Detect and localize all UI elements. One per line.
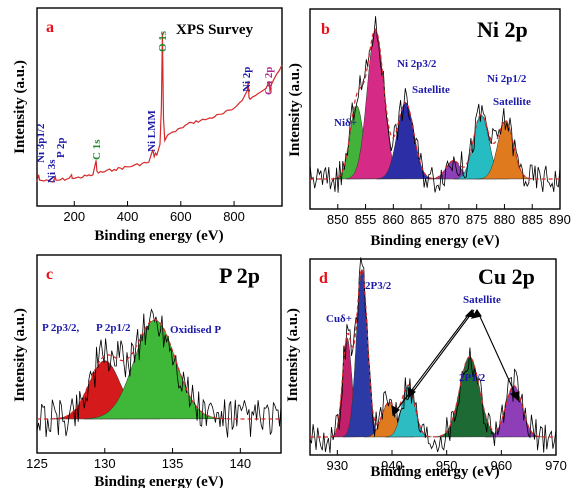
arrow-to-939 bbox=[392, 309, 473, 416]
arrow-to-962 bbox=[476, 309, 519, 401]
panel-b-letter: b bbox=[321, 21, 330, 38]
xtick-label: 880 bbox=[494, 212, 516, 227]
xtick-label: 970 bbox=[545, 458, 567, 473]
arrowhead-satellite-2 bbox=[470, 308, 482, 319]
xtick-label: 940 bbox=[381, 458, 403, 473]
panel-c-raw-line bbox=[36, 308, 282, 438]
arrowhead-939 bbox=[391, 404, 400, 417]
xtick-label: 875 bbox=[466, 212, 488, 227]
ann-2p12: 2P1/2 bbox=[459, 372, 486, 384]
ann-cu2p: Cu 2p bbox=[263, 67, 275, 95]
panel-d-peaks bbox=[330, 268, 543, 438]
ann-p2p: P 2p bbox=[55, 138, 67, 158]
panel-d-xlabel: Binding energy (eV) bbox=[370, 464, 499, 480]
ann-nilmm: Ni LMM bbox=[146, 110, 158, 152]
panel-c-ylabel: Intensity (a.u.) bbox=[12, 308, 28, 402]
arrowhead-943 bbox=[407, 386, 416, 399]
ann-ni3p: Ni 3p1/2 bbox=[35, 123, 47, 163]
panel-a-xticks: 200 400 600 800 bbox=[63, 201, 245, 224]
panel-b-title: Ni 2p bbox=[477, 17, 528, 42]
xtick-label: 800 bbox=[223, 209, 245, 224]
ann-oxidised-p: Oxidised P bbox=[170, 324, 221, 336]
xtick-label: 865 bbox=[410, 212, 432, 227]
xtick-label: 890 bbox=[549, 212, 571, 227]
panel-b-xlabel: Binding energy (eV) bbox=[370, 233, 499, 249]
panel-c-letter: c bbox=[46, 266, 53, 283]
xtick-label: 135 bbox=[162, 456, 184, 471]
panel-c: 125 130 135 140 c P 2p Binding energy (eV) … bbox=[12, 254, 282, 488]
xtick-label: 130 bbox=[94, 456, 116, 471]
xtick-label: 960 bbox=[490, 458, 512, 473]
panel-c-xlabel: Binding energy (eV) bbox=[94, 474, 223, 488]
panel-b-envelope-line bbox=[310, 28, 560, 180]
panel-a-letter: a bbox=[46, 19, 54, 36]
panel-c-frame bbox=[36, 254, 282, 454]
xtick-label: 200 bbox=[63, 209, 85, 224]
panel-a-xlabel: Binding energy (eV) bbox=[94, 228, 223, 244]
ann-ni3s: Ni 3s bbox=[46, 159, 58, 183]
panel-a-ylabel: Intensity (a.u.) bbox=[12, 60, 28, 154]
ann-o1s: O 1s bbox=[157, 30, 169, 52]
panel-a-survey-line bbox=[36, 32, 283, 183]
panel-b-raw-line bbox=[309, 16, 561, 193]
panel-d-letter: d bbox=[319, 270, 328, 287]
ann-satellite-b1: Satellite bbox=[412, 84, 450, 96]
panel-a-annotations: Ni 3p1/2 Ni 3s P 2p C 1s Ni LMM O 1s Ni … bbox=[35, 30, 275, 183]
panel-d-title: Cu 2p bbox=[478, 264, 535, 289]
arrowhead-satellite-1 bbox=[464, 309, 476, 318]
panel-c-xticks: 125 130 135 140 bbox=[26, 448, 251, 471]
panel-d: 930 940 950 960 970 d Cu 2p Binding energy (… bbox=[285, 257, 567, 480]
panel-b-frame bbox=[309, 8, 561, 210]
xtick-label: 885 bbox=[521, 212, 543, 227]
ann-ni2p12: Ni 2p1/2 bbox=[487, 73, 527, 85]
xtick-label: 950 bbox=[436, 458, 458, 473]
panel-d-arrows bbox=[391, 308, 520, 417]
panel-b-ylabel: Intensity (a.u.) bbox=[287, 63, 303, 157]
ann-p2p12: P 2p1/2 bbox=[96, 322, 131, 334]
ann-nidelta: Niδ+ bbox=[334, 117, 357, 129]
panel-b-xticks: 850 855 860 865 870 875 880 885 890 bbox=[327, 204, 571, 227]
panel-d-raw-line bbox=[309, 257, 557, 454]
fit-peak bbox=[434, 356, 505, 438]
panel-d-frame bbox=[309, 258, 557, 456]
xtick-label: 855 bbox=[355, 212, 377, 227]
xtick-label: 870 bbox=[438, 212, 460, 227]
xtick-label: 860 bbox=[382, 212, 404, 227]
arrow-to-943 bbox=[408, 309, 475, 398]
panel-d-xticks: 930 940 950 960 970 bbox=[326, 450, 567, 473]
panel-a: 200 400 600 800 a XPS Survey Binding energy… bbox=[12, 7, 283, 244]
panel-a-title: XPS Survey bbox=[176, 22, 254, 38]
ann-c1s: C 1s bbox=[91, 139, 103, 160]
panel-b: 850 855 860 865 870 875 880 885 890 b Ni 2p Bind… bbox=[287, 8, 571, 249]
xtick-label: 125 bbox=[26, 456, 48, 471]
xtick-label: 600 bbox=[170, 209, 192, 224]
xtick-label: 400 bbox=[117, 209, 139, 224]
panel-c-envelope-line bbox=[37, 318, 281, 420]
panel-a-frame bbox=[36, 7, 283, 207]
panel-d-envelope-line bbox=[310, 267, 556, 438]
arrowhead-962 bbox=[509, 391, 520, 402]
panel-d-ylabel: Intensity (a.u.) bbox=[285, 308, 301, 402]
ann-cudelta: Cuδ+ bbox=[326, 313, 352, 325]
ann-ni2p: Ni 2p bbox=[241, 67, 253, 92]
ann-p2p32: P 2p3/2, bbox=[42, 322, 80, 334]
ann-satellite-d: Satellite bbox=[463, 294, 501, 306]
xtick-label: 850 bbox=[327, 212, 349, 227]
ann-satellite-b2: Satellite bbox=[493, 96, 531, 108]
xtick-label: 140 bbox=[229, 456, 251, 471]
ann-2p32: 2P3/2 bbox=[365, 280, 392, 292]
panel-c-title: P 2p bbox=[219, 263, 260, 288]
xtick-label: 930 bbox=[326, 458, 348, 473]
ann-ni2p32: Ni 2p3/2 bbox=[397, 58, 437, 70]
